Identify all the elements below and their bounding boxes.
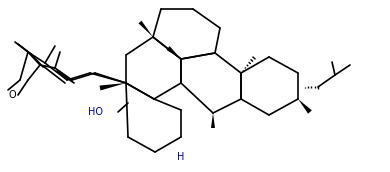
Text: O: O xyxy=(8,90,16,100)
Polygon shape xyxy=(99,83,126,90)
Text: H: H xyxy=(177,152,185,162)
Polygon shape xyxy=(138,21,153,37)
Polygon shape xyxy=(167,46,181,59)
Polygon shape xyxy=(298,99,312,114)
Polygon shape xyxy=(211,113,215,128)
Text: HO: HO xyxy=(88,107,103,117)
